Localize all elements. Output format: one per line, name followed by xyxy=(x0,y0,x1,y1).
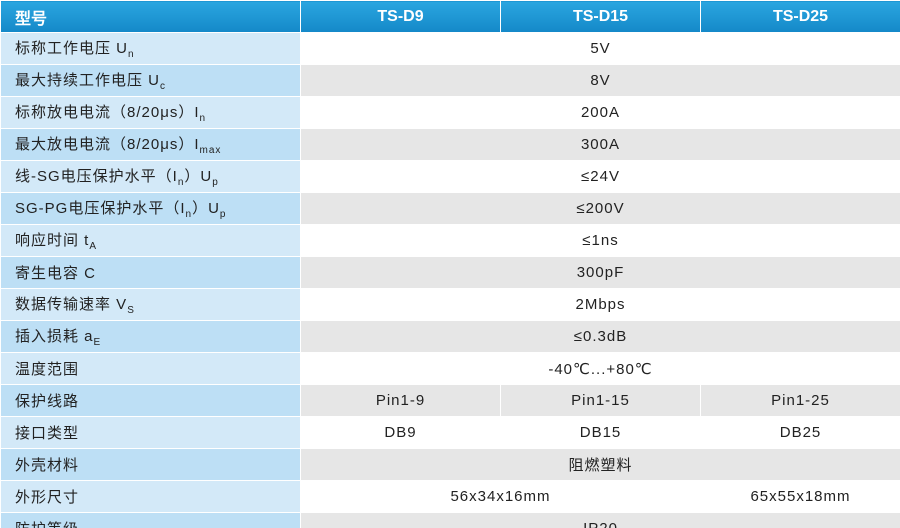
table-body: 标称工作电压 Un 5V 最大持续工作电压 Uc 8V 标称放电电流（8/20μs）In… xyxy=(0,32,900,528)
value-cell: ≤24V xyxy=(300,160,900,193)
table-row: 最大放电电流（8/20μs）Imax 300A xyxy=(0,128,900,161)
value-cell: -40℃...+80℃ xyxy=(300,352,900,385)
label-text: 温度范围 xyxy=(15,361,80,378)
table-row: 标称工作电压 Un 5V xyxy=(0,32,900,65)
table-row: 线-SG电压保护水平（In）Up ≤24V xyxy=(0,160,900,193)
value-cell: 8V xyxy=(300,64,900,97)
table-row: 温度范围 -40℃...+80℃ xyxy=(0,352,900,385)
label-text: 防护等级 xyxy=(15,521,79,528)
table-row: 数据传输速率 VS 2Mbps xyxy=(0,288,900,321)
table-row: SG-PG电压保护水平（In）Up ≤200V xyxy=(0,192,900,225)
label-subscript: A xyxy=(89,241,98,252)
row-label: 插入损耗 aE xyxy=(0,320,301,353)
table-row: 接口类型 DB9 DB15 DB25 xyxy=(0,416,900,449)
header-cell: 型号 xyxy=(0,0,301,33)
value-cell: 阻燃塑料 xyxy=(300,448,900,481)
value-cell: 65x55x18mm xyxy=(700,480,900,513)
label-text: 寄生电容 C xyxy=(15,265,97,282)
label-subscript: n xyxy=(128,49,135,60)
label-text: 最大持续工作电压 U xyxy=(15,72,161,89)
row-label: 响应时间 tA xyxy=(0,224,301,257)
row-label: SG-PG电压保护水平（In）Up xyxy=(0,192,301,225)
label-text: 外形尺寸 xyxy=(15,489,80,506)
table-row: 外形尺寸 56x34x16mm 65x55x18mm xyxy=(0,480,900,513)
label-text: 保护线路 xyxy=(15,393,80,410)
value-cell: 300pF xyxy=(300,256,900,289)
row-label: 标称放电电流（8/20μs）In xyxy=(0,96,301,129)
header-cell: TS-D25 xyxy=(700,0,900,33)
value-cell: 200A xyxy=(300,96,900,129)
label-subscript: E xyxy=(93,337,102,348)
label-subscript: max xyxy=(199,145,222,156)
row-label: 最大持续工作电压 Uc xyxy=(0,64,301,97)
row-label: 防护等级 xyxy=(0,512,301,528)
label-text: 响应时间 t xyxy=(15,232,90,249)
value-cell: ≤1ns xyxy=(300,224,900,257)
value-cell: 56x34x16mm xyxy=(300,480,701,513)
table-row: 最大持续工作电压 Uc 8V xyxy=(0,64,900,97)
header-cell: TS-D9 xyxy=(300,0,501,33)
label-text: 标称工作电压 U xyxy=(15,40,129,57)
value-cell: Pin1-9 xyxy=(300,384,501,417)
row-label: 接口类型 xyxy=(0,416,301,449)
label-subscript: n xyxy=(185,209,193,220)
value-cell: IP20 xyxy=(300,512,900,528)
label-subscript: S xyxy=(127,305,135,316)
label-text: 插入损耗 a xyxy=(15,328,94,345)
row-label: 标称工作电压 Un xyxy=(0,32,301,65)
label-text: ）U xyxy=(192,200,220,217)
value-cell: ≤0.3dB xyxy=(300,320,900,353)
table-row: 保护线路 Pin1-9 Pin1-15 Pin1-25 xyxy=(0,384,900,417)
value-cell: Pin1-15 xyxy=(500,384,701,417)
table-row: 标称放电电流（8/20μs）In 200A xyxy=(0,96,900,129)
value-cell: DB9 xyxy=(300,416,501,449)
value-cell: 300A xyxy=(300,128,900,161)
row-label: 外形尺寸 xyxy=(0,480,301,513)
label-text: 外壳材料 xyxy=(15,457,80,474)
value-cell: ≤200V xyxy=(300,192,900,225)
value-cell: DB25 xyxy=(700,416,900,449)
row-label: 寄生电容 C xyxy=(0,256,301,289)
table-row: 插入损耗 aE ≤0.3dB xyxy=(0,320,900,353)
label-subscript: p xyxy=(219,209,227,220)
header-cell: TS-D15 xyxy=(500,0,701,33)
label-subscript: p xyxy=(212,177,219,188)
label-subscript: c xyxy=(160,81,167,92)
label-subscript: n xyxy=(199,113,207,124)
label-text: 标称放电电流（8/20μs）I xyxy=(15,104,200,121)
row-label: 数据传输速率 VS xyxy=(0,288,301,321)
label-text: ）U xyxy=(184,168,213,185)
header-row: 型号 TS-D9 TS-D15 TS-D25 xyxy=(0,0,900,33)
value-cell: 2Mbps xyxy=(300,288,900,321)
row-label: 外壳材料 xyxy=(0,448,301,481)
value-cell: DB15 xyxy=(500,416,701,449)
label-subscript: n xyxy=(177,177,185,188)
row-label: 线-SG电压保护水平（In）Up xyxy=(0,160,301,193)
table-row: 外壳材料 阻燃塑料 xyxy=(0,448,900,481)
label-text: 最大放电电流（8/20μs）I xyxy=(15,136,200,153)
table-row: 寄生电容 C 300pF xyxy=(0,256,900,289)
row-label: 保护线路 xyxy=(0,384,301,417)
row-label: 温度范围 xyxy=(0,352,301,385)
value-cell: 5V xyxy=(300,32,900,65)
table-row: 防护等级 IP20 xyxy=(0,512,900,528)
label-text: 数据传输速率 V xyxy=(15,296,128,313)
table-row: 响应时间 tA ≤1ns xyxy=(0,224,900,257)
value-cell: Pin1-25 xyxy=(700,384,900,417)
label-text: SG-PG电压保护水平（I xyxy=(15,200,186,217)
label-text: 接口类型 xyxy=(15,425,80,442)
label-text: 线-SG电压保护水平（I xyxy=(15,168,178,185)
row-label: 最大放电电流（8/20μs）Imax xyxy=(0,128,301,161)
